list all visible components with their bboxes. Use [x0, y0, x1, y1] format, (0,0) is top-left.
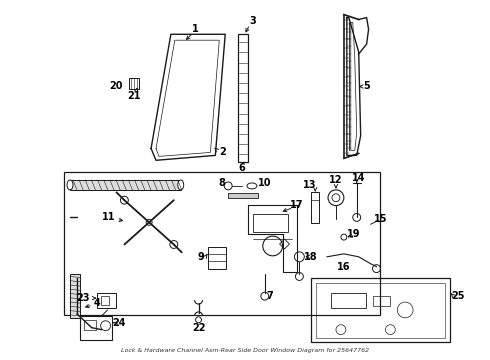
- Text: 16: 16: [337, 262, 351, 272]
- Bar: [129, 78, 139, 89]
- Bar: [331, 293, 366, 308]
- Ellipse shape: [247, 183, 257, 189]
- Bar: [70, 180, 181, 190]
- Text: 25: 25: [451, 291, 465, 301]
- Bar: [238, 34, 248, 162]
- Text: 11: 11: [102, 212, 115, 222]
- Bar: [372, 296, 391, 306]
- Text: 21: 21: [127, 91, 141, 101]
- Text: 6: 6: [239, 163, 245, 173]
- Bar: [64, 172, 380, 315]
- Text: 24: 24: [113, 318, 126, 328]
- Circle shape: [121, 196, 128, 204]
- Bar: [100, 296, 109, 305]
- Text: 22: 22: [192, 323, 205, 333]
- Text: 10: 10: [258, 178, 271, 188]
- Text: 5: 5: [363, 81, 370, 91]
- Text: 7: 7: [267, 291, 273, 301]
- Text: 18: 18: [304, 252, 318, 262]
- Text: 8: 8: [219, 178, 226, 188]
- Text: 19: 19: [347, 229, 361, 239]
- Text: 4: 4: [93, 298, 100, 308]
- Text: 3: 3: [249, 15, 256, 26]
- Text: 1: 1: [192, 24, 199, 34]
- Bar: [70, 274, 80, 318]
- Ellipse shape: [178, 180, 184, 190]
- Text: 2: 2: [219, 148, 225, 157]
- Text: 20: 20: [110, 81, 123, 91]
- Text: 17: 17: [290, 199, 303, 210]
- Circle shape: [170, 240, 178, 248]
- Circle shape: [146, 219, 152, 225]
- Bar: [253, 215, 288, 232]
- Text: 13: 13: [302, 180, 316, 190]
- Bar: [84, 320, 96, 330]
- Text: 9: 9: [197, 252, 204, 262]
- Bar: [228, 193, 258, 198]
- Text: 12: 12: [329, 175, 343, 185]
- Text: 14: 14: [352, 173, 366, 183]
- Text: 15: 15: [374, 215, 387, 224]
- Bar: [97, 293, 117, 308]
- Circle shape: [224, 182, 232, 190]
- Bar: [311, 192, 319, 223]
- Bar: [316, 283, 445, 338]
- Bar: [80, 316, 112, 341]
- Bar: [208, 247, 226, 269]
- Text: 23: 23: [76, 293, 90, 303]
- Ellipse shape: [67, 180, 73, 190]
- Text: Lock & Hardware Channel Asm-Rear Side Door Window Diagram for 25647762: Lock & Hardware Channel Asm-Rear Side Do…: [121, 348, 369, 353]
- Bar: [311, 278, 450, 342]
